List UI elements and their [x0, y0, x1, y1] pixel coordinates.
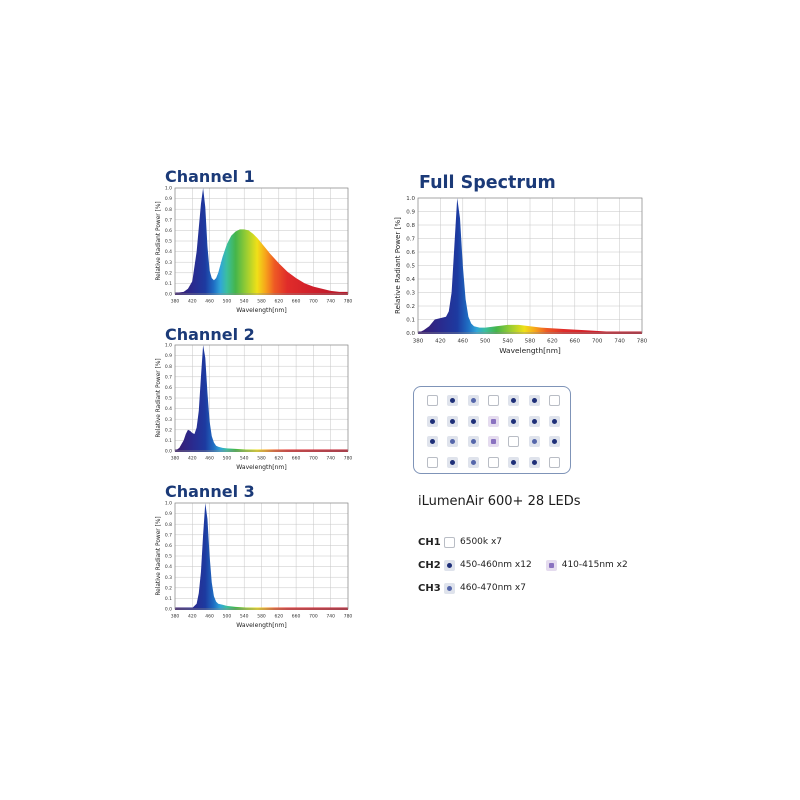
- led-ch2: [427, 415, 438, 427]
- led-6500k-icon: [444, 536, 455, 548]
- led-ch3: [467, 395, 479, 406]
- led-ch3: [447, 436, 459, 447]
- led-ch2: [508, 395, 520, 406]
- x-tick-label: 540: [240, 299, 249, 305]
- x-tick-label: 500: [223, 299, 232, 305]
- x-tick-label: 380: [171, 299, 180, 305]
- full-spectrum-title: Full Spectrum: [419, 173, 556, 193]
- x-tick-label: 420: [188, 299, 197, 305]
- led-ch2: [447, 415, 459, 427]
- legend-ch1: CH1 6500k x7: [418, 535, 502, 549]
- led-ch2: [467, 415, 479, 427]
- product-title: iLumenAir 600+ 28 LEDs: [418, 494, 581, 509]
- legend-ch1-desc: 6500k x7: [460, 537, 503, 547]
- legend-ch3-desc: 460-470nm x7: [460, 583, 526, 593]
- y-tick-label: 0.4: [165, 249, 172, 255]
- led-ch1: [548, 395, 560, 406]
- led-ch2: [548, 415, 560, 427]
- led-ch2: [528, 415, 540, 427]
- channel-1-title: Channel 1: [165, 167, 255, 186]
- x-tick-label: 620: [275, 299, 284, 305]
- led-ch1: [487, 456, 499, 468]
- led-layout-panel: [413, 386, 571, 474]
- led-ch2: [508, 415, 520, 427]
- led-blue-icon: [444, 559, 455, 571]
- led-ch2: [427, 436, 438, 447]
- led-ch2: [548, 436, 560, 447]
- x-tick-label: 460: [205, 299, 214, 305]
- spectrum-area: [175, 188, 348, 294]
- x-tick-label: 580: [257, 299, 266, 305]
- led-ch3: [467, 436, 479, 447]
- y-tick-label: 0.9: [165, 196, 172, 202]
- led-ch2v: [487, 415, 499, 427]
- led-violet-icon: [545, 559, 557, 571]
- led-royal-blue-icon: [444, 582, 455, 594]
- led-ch1: [487, 395, 499, 406]
- legend-ch2-label: CH2: [418, 559, 441, 571]
- plot-frame: [174, 187, 349, 295]
- legend-ch1-label: CH1: [418, 536, 441, 548]
- y-axis-label: Relative Radiant Power [%]: [156, 201, 162, 280]
- led-ch3: [528, 436, 540, 447]
- legend-ch2-desc: 450-460nm x12: [460, 560, 532, 570]
- y-tick-label: 0.1: [165, 281, 172, 287]
- y-tick-label: 0.5: [165, 239, 172, 245]
- x-axis-label: Wavelength[nm]: [236, 307, 286, 314]
- legend-ch2-desc2: 410-415nm x2: [561, 560, 628, 570]
- led-ch1: [427, 395, 438, 406]
- channel-3-title: Channel 3: [165, 482, 255, 501]
- y-tick-label: 0.2: [165, 270, 172, 276]
- led-ch1: [508, 436, 520, 447]
- led-ch1: [548, 456, 560, 468]
- y-tick-label: 0.0: [165, 292, 172, 298]
- led-ch2: [528, 456, 540, 468]
- y-tick-label: 1.0: [165, 186, 172, 192]
- x-tick-label: 780: [344, 299, 353, 305]
- x-tick-label: 700: [309, 299, 318, 305]
- y-tick-label: 0.8: [165, 207, 172, 213]
- led-ch1: [427, 456, 438, 468]
- led-ch2v: [487, 436, 499, 447]
- led-ch2: [447, 395, 459, 406]
- led-ch2: [528, 395, 540, 406]
- channel-2-title: Channel 2: [165, 325, 255, 344]
- x-tick-label: 660: [292, 299, 301, 305]
- y-tick-label: 0.7: [165, 217, 172, 223]
- led-ch3: [467, 456, 479, 468]
- y-tick-label: 0.3: [165, 260, 172, 266]
- led-ch2: [447, 456, 459, 468]
- led-ch2: [508, 456, 520, 468]
- legend-ch3: CH3 460-470nm x7: [418, 581, 526, 595]
- x-tick-label: 740: [326, 299, 335, 305]
- legend-ch3-label: CH3: [418, 582, 441, 594]
- legend-ch2: CH2 450-460nm x12 410-415nm x2: [418, 558, 628, 572]
- y-tick-label: 0.6: [165, 228, 172, 234]
